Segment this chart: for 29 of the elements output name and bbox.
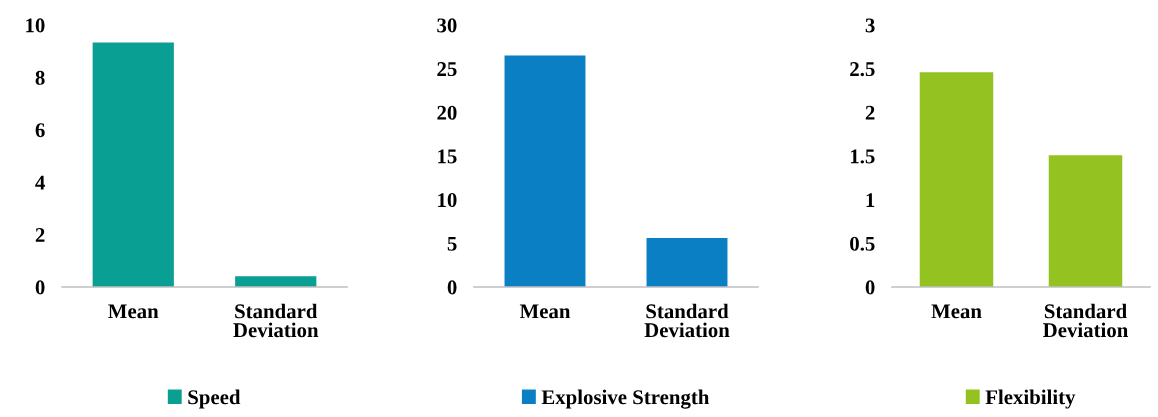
x-tick-label: Standard Deviation bbox=[1043, 303, 1129, 338]
y-tick-label: 3 bbox=[865, 18, 875, 33]
y-tick-label: 4 bbox=[35, 175, 45, 190]
y-tick-label: 1 bbox=[866, 193, 875, 207]
y-tick-label: 2.5 bbox=[850, 62, 875, 77]
y-tick-label: 0.5 bbox=[850, 236, 875, 251]
y-tick-label: 0 bbox=[35, 280, 45, 295]
y-tick-label: 15 bbox=[438, 149, 457, 164]
x-tick-label: Standard Deviation bbox=[233, 303, 319, 338]
y-tick-label: 0 bbox=[865, 280, 875, 295]
y-tick-label: 2 bbox=[865, 105, 875, 120]
x-tick-label: Mean bbox=[108, 304, 159, 319]
x-tick-label: Mean bbox=[519, 304, 571, 319]
y-tick-label: 6 bbox=[35, 123, 45, 138]
y-tick-label: 1.5 bbox=[850, 149, 875, 164]
y-tick-label: 30 bbox=[437, 18, 457, 33]
y-tick-label: 10 bbox=[438, 193, 457, 208]
x-tick-label: Standard Deviation bbox=[644, 303, 730, 338]
x-tick-label: Mean bbox=[931, 304, 982, 319]
y-tick-label: 5 bbox=[447, 236, 457, 251]
y-tick-label: 20 bbox=[437, 105, 457, 120]
y-tick-label: 10 bbox=[26, 18, 45, 33]
y-tick-label: 25 bbox=[437, 62, 457, 77]
y-tick-label: 2 bbox=[35, 228, 45, 242]
legend-label: Speed bbox=[188, 389, 241, 409]
y-tick-label: 0 bbox=[447, 280, 457, 295]
y-tick-label: 8 bbox=[35, 70, 45, 85]
legend-label: Explosive Strength bbox=[541, 389, 710, 409]
legend-label: Flexibility bbox=[985, 389, 1076, 409]
